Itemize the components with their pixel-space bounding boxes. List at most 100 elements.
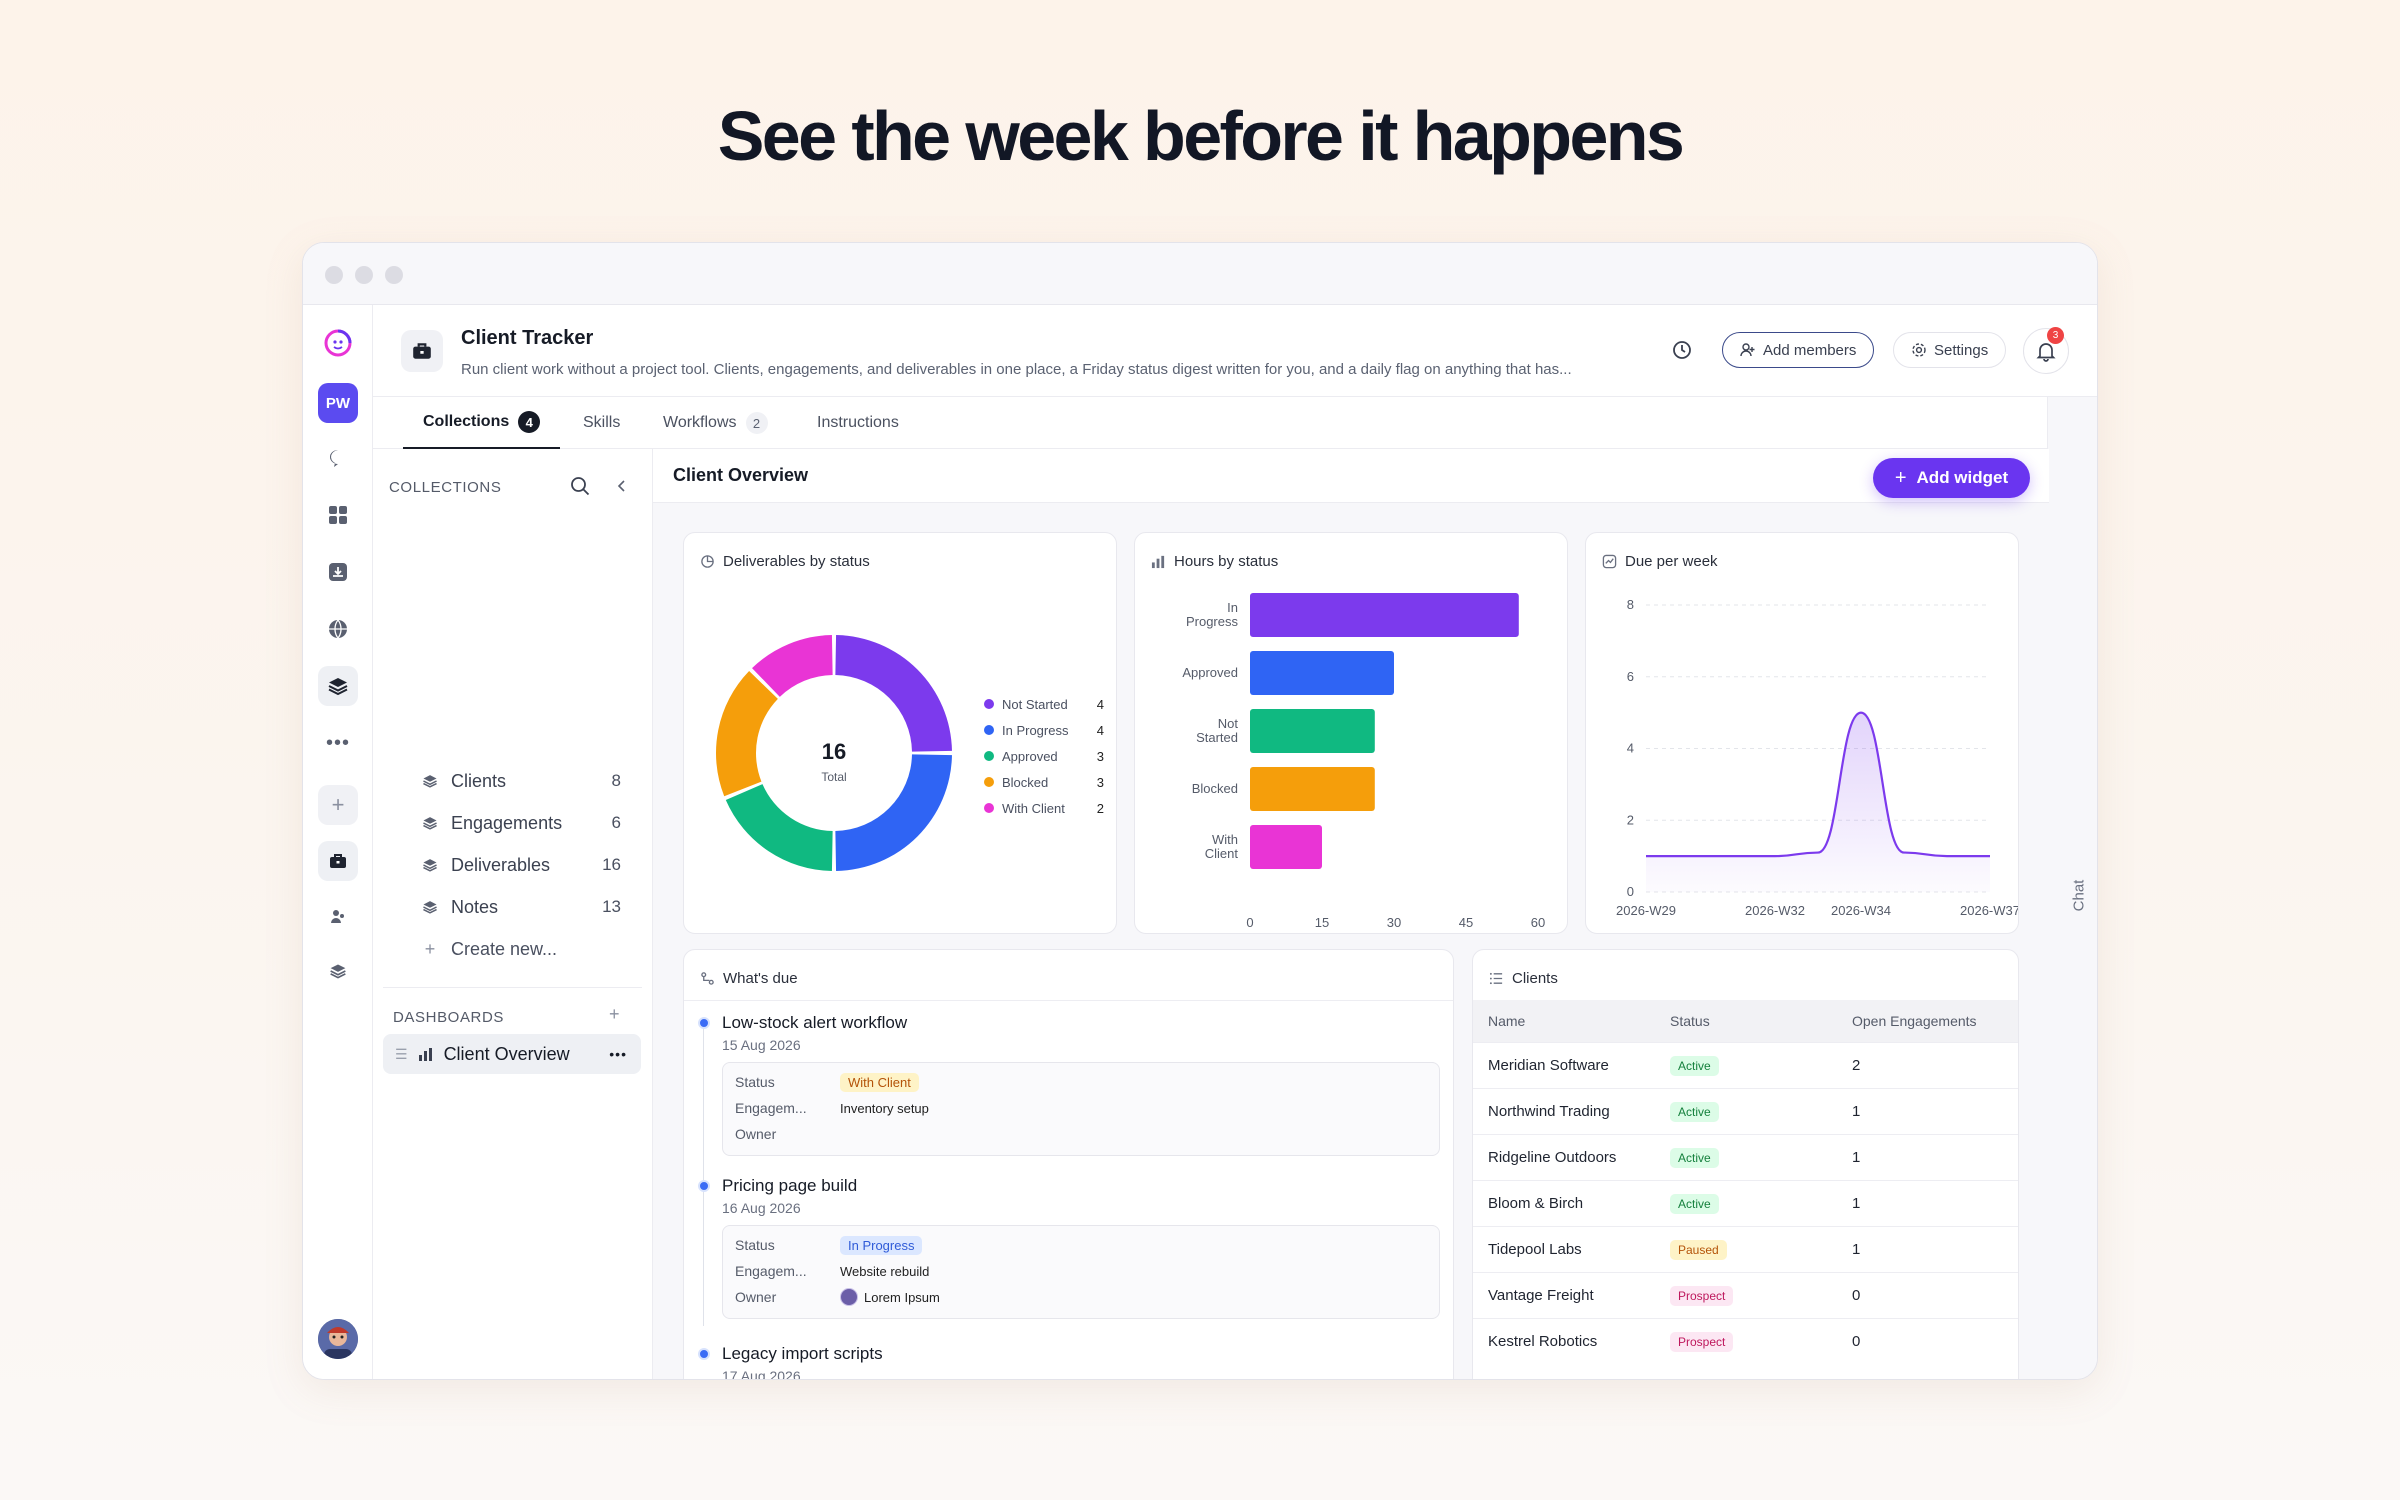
open-engagements-count: 1 (1852, 1241, 1861, 1258)
legend-item[interactable]: In Progress 4 (984, 717, 1104, 743)
y-tick-label: 4 (1627, 741, 1634, 756)
collection-item-engagements[interactable]: Engagements 6 (421, 809, 621, 837)
tab-collections[interactable]: Collections 4 (403, 397, 561, 449)
tab-skills[interactable]: Skills (583, 397, 620, 449)
due-item-name[interactable]: Pricing page build (722, 1176, 858, 1195)
tab-instructions[interactable]: Instructions (817, 397, 899, 449)
bar-with-client[interactable] (1250, 825, 1322, 869)
table-row[interactable]: Bloom & Birch Active 1 (1473, 1180, 2018, 1226)
timeline-dot (698, 1017, 710, 1029)
detail-row-status: Status With Client (735, 1072, 919, 1092)
stack-icon (421, 773, 439, 789)
client-status-cell: Active (1670, 1043, 1719, 1089)
user-avatar[interactable] (318, 1319, 358, 1359)
due-series-line[interactable] (1645, 711, 1990, 858)
column-header-name[interactable]: Name (1488, 1013, 1526, 1029)
settings-button[interactable]: Settings (1893, 332, 2007, 368)
more-horizontal-icon[interactable]: ••• (325, 731, 350, 754)
bar-not-started[interactable] (1250, 709, 1375, 753)
legend-item[interactable]: With Client 2 (984, 795, 1104, 821)
legend-value: 4 (1096, 722, 1104, 738)
plus-icon: + (424, 938, 436, 959)
legend-item[interactable]: Approved 3 (984, 743, 1104, 769)
deliverables-by-status-widget: Deliverables by status 16 Total Not Star… (683, 532, 1117, 934)
collapse-sidebar-icon[interactable] (613, 477, 631, 500)
legend-label: Blocked (1002, 774, 1049, 790)
donut-slice-approved[interactable] (725, 784, 833, 871)
bar-blocked[interactable] (1250, 767, 1375, 811)
donut-slice-with-client[interactable] (752, 635, 833, 697)
status-badge: Active (1670, 1056, 1719, 1076)
window-maximize-dot[interactable] (385, 266, 403, 284)
table-row[interactable]: Kestrel Robotics Prospect 0 (1473, 1318, 2018, 1364)
add-dashboard-icon[interactable]: + (609, 1004, 620, 1024)
collection-item-clients[interactable]: Clients 8 (421, 767, 621, 795)
due-item-details[interactable]: Status With Client Engagem... Inventory se… (722, 1062, 1440, 1156)
donut-slice-blocked[interactable] (716, 671, 778, 797)
dashboard-item-client-overview[interactable]: ☰ Client Overview ••• (383, 1034, 641, 1074)
add-members-button[interactable]: Add members (1722, 332, 1875, 368)
bar-in-progress[interactable] (1250, 593, 1519, 637)
globe-icon[interactable] (318, 609, 358, 649)
due-item-date: 15 Aug 2026 (722, 1037, 801, 1053)
create-new-collection-button[interactable]: + Create new... (421, 935, 621, 963)
due-area-chart: 0 2 4 6 8 2026-W29 2026-W32 2026-W34 2026-W37 (1616, 597, 2018, 918)
collection-label: Engagements (451, 812, 563, 833)
layers-icon[interactable] (318, 951, 358, 991)
legend-item[interactable]: Blocked 3 (984, 769, 1104, 795)
briefcase-project-icon[interactable] (318, 841, 358, 881)
due-item-name[interactable]: Low-stock alert workflow (722, 1013, 908, 1032)
more-options-icon[interactable]: ••• (609, 1046, 627, 1062)
table-row[interactable]: Vantage Freight Prospect 0 (1473, 1272, 2018, 1318)
collection-item-notes[interactable]: Notes 13 (421, 893, 621, 921)
legend-value: 3 (1096, 774, 1104, 790)
timeline-icon (701, 972, 714, 985)
table-row[interactable]: Tidepool Labs Paused 1 (1473, 1226, 2018, 1272)
window-minimize-dot[interactable] (355, 266, 373, 284)
column-header-status[interactable]: Status (1670, 1013, 1710, 1029)
people-icon[interactable] (318, 897, 358, 937)
whats-due-widget: What's due Low-stock alert workflow 15 A… (683, 949, 1454, 1379)
bar-approved[interactable] (1250, 651, 1394, 695)
detail-value: Inventory setup (840, 1100, 929, 1116)
inbox-icon[interactable] (318, 552, 358, 592)
table-row[interactable]: Northwind Trading Active 1 (1473, 1088, 2018, 1134)
detail-row-status: Status In Progress (735, 1235, 923, 1255)
due-item-name[interactable]: Legacy import scripts (722, 1344, 883, 1363)
donut-chart: 16 Total (716, 635, 952, 871)
timeline-line (703, 1026, 704, 1326)
donut-slice-not-started[interactable] (835, 635, 952, 752)
add-widget-button[interactable]: + Add widget (1873, 458, 2030, 498)
drag-handle-icon[interactable]: ☰ (395, 1045, 408, 1062)
tab-workflows[interactable]: Workflows 2 (663, 397, 768, 449)
notifications-button[interactable]: 3 (2023, 327, 2069, 374)
status-pill: With Client (840, 1072, 919, 1092)
search-icon[interactable] (569, 475, 591, 502)
workspace-avatar[interactable]: PW (318, 383, 358, 423)
pie-chart-icon (701, 555, 714, 568)
app-rail: PW ••• + (303, 305, 373, 1379)
create-new-label: Create new... (451, 938, 558, 959)
donut-slice-in-progress[interactable] (835, 754, 952, 871)
project-description: Run client work without a project tool. … (461, 361, 1572, 378)
project-tabs: Collections 4 Skills Workflows 2 Instruc… (373, 397, 2049, 449)
bar-category-label: Approved (1182, 665, 1238, 680)
app-logo-icon[interactable] (318, 323, 358, 363)
table-row[interactable]: Ridgeline Outdoors Active 1 (1473, 1134, 2018, 1180)
chat-bubble-icon[interactable] (318, 438, 358, 478)
column-header-open-engagements[interactable]: Open Engagements (1852, 1013, 1977, 1029)
legend-item[interactable]: Not Started 4 (984, 691, 1104, 717)
project-title: Client Tracker (461, 327, 594, 349)
collection-item-deliverables[interactable]: Deliverables 16 (421, 851, 621, 879)
due-item-details[interactable]: Status In Progress Engagem... Website rebu… (722, 1225, 1440, 1319)
status-pill: In Progress (840, 1235, 923, 1255)
history-icon[interactable] (1669, 337, 1695, 363)
gear-icon (1912, 343, 1926, 357)
collections-stack-icon[interactable] (318, 666, 358, 706)
table-row[interactable]: Meridian Software Active 2 (1473, 1042, 2018, 1088)
add-project-icon[interactable]: + (318, 785, 358, 825)
open-engagements-count: 1 (1852, 1195, 1861, 1212)
apps-grid-icon[interactable] (318, 495, 358, 535)
chat-panel-toggle[interactable]: Chat (2047, 397, 2097, 1379)
window-close-dot[interactable] (325, 266, 343, 284)
